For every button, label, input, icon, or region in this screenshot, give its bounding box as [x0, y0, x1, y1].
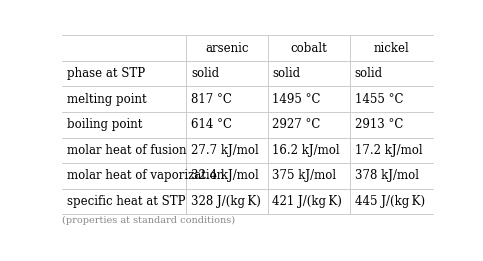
- Text: solid: solid: [355, 67, 383, 80]
- Text: (properties at standard conditions): (properties at standard conditions): [62, 216, 235, 225]
- Text: 1455 °C: 1455 °C: [355, 93, 403, 106]
- Text: solid: solid: [191, 67, 219, 80]
- Text: 32.4 kJ/mol: 32.4 kJ/mol: [191, 169, 258, 182]
- Text: 2927 °C: 2927 °C: [272, 118, 321, 131]
- Text: 375 kJ/mol: 375 kJ/mol: [272, 169, 337, 182]
- Text: boiling point: boiling point: [67, 118, 142, 131]
- Text: phase at STP: phase at STP: [67, 67, 145, 80]
- Text: 817 °C: 817 °C: [191, 93, 232, 106]
- Text: 2913 °C: 2913 °C: [355, 118, 403, 131]
- Text: 27.7 kJ/mol: 27.7 kJ/mol: [191, 144, 258, 157]
- Text: 378 kJ/mol: 378 kJ/mol: [355, 169, 419, 182]
- Text: molar heat of fusion: molar heat of fusion: [67, 144, 186, 157]
- Text: solid: solid: [272, 67, 300, 80]
- Text: molar heat of vaporization: molar heat of vaporization: [67, 169, 224, 182]
- Text: 17.2 kJ/mol: 17.2 kJ/mol: [355, 144, 422, 157]
- Text: 1495 °C: 1495 °C: [272, 93, 321, 106]
- Text: 16.2 kJ/mol: 16.2 kJ/mol: [272, 144, 340, 157]
- Text: 445 J/(kg K): 445 J/(kg K): [355, 195, 425, 208]
- Text: 614 °C: 614 °C: [191, 118, 232, 131]
- Text: 328 J/(kg K): 328 J/(kg K): [191, 195, 261, 208]
- Text: nickel: nickel: [374, 41, 410, 55]
- Text: melting point: melting point: [67, 93, 146, 106]
- Text: 421 J/(kg K): 421 J/(kg K): [272, 195, 342, 208]
- Text: cobalt: cobalt: [291, 41, 327, 55]
- Text: arsenic: arsenic: [205, 41, 249, 55]
- Text: specific heat at STP: specific heat at STP: [67, 195, 185, 208]
